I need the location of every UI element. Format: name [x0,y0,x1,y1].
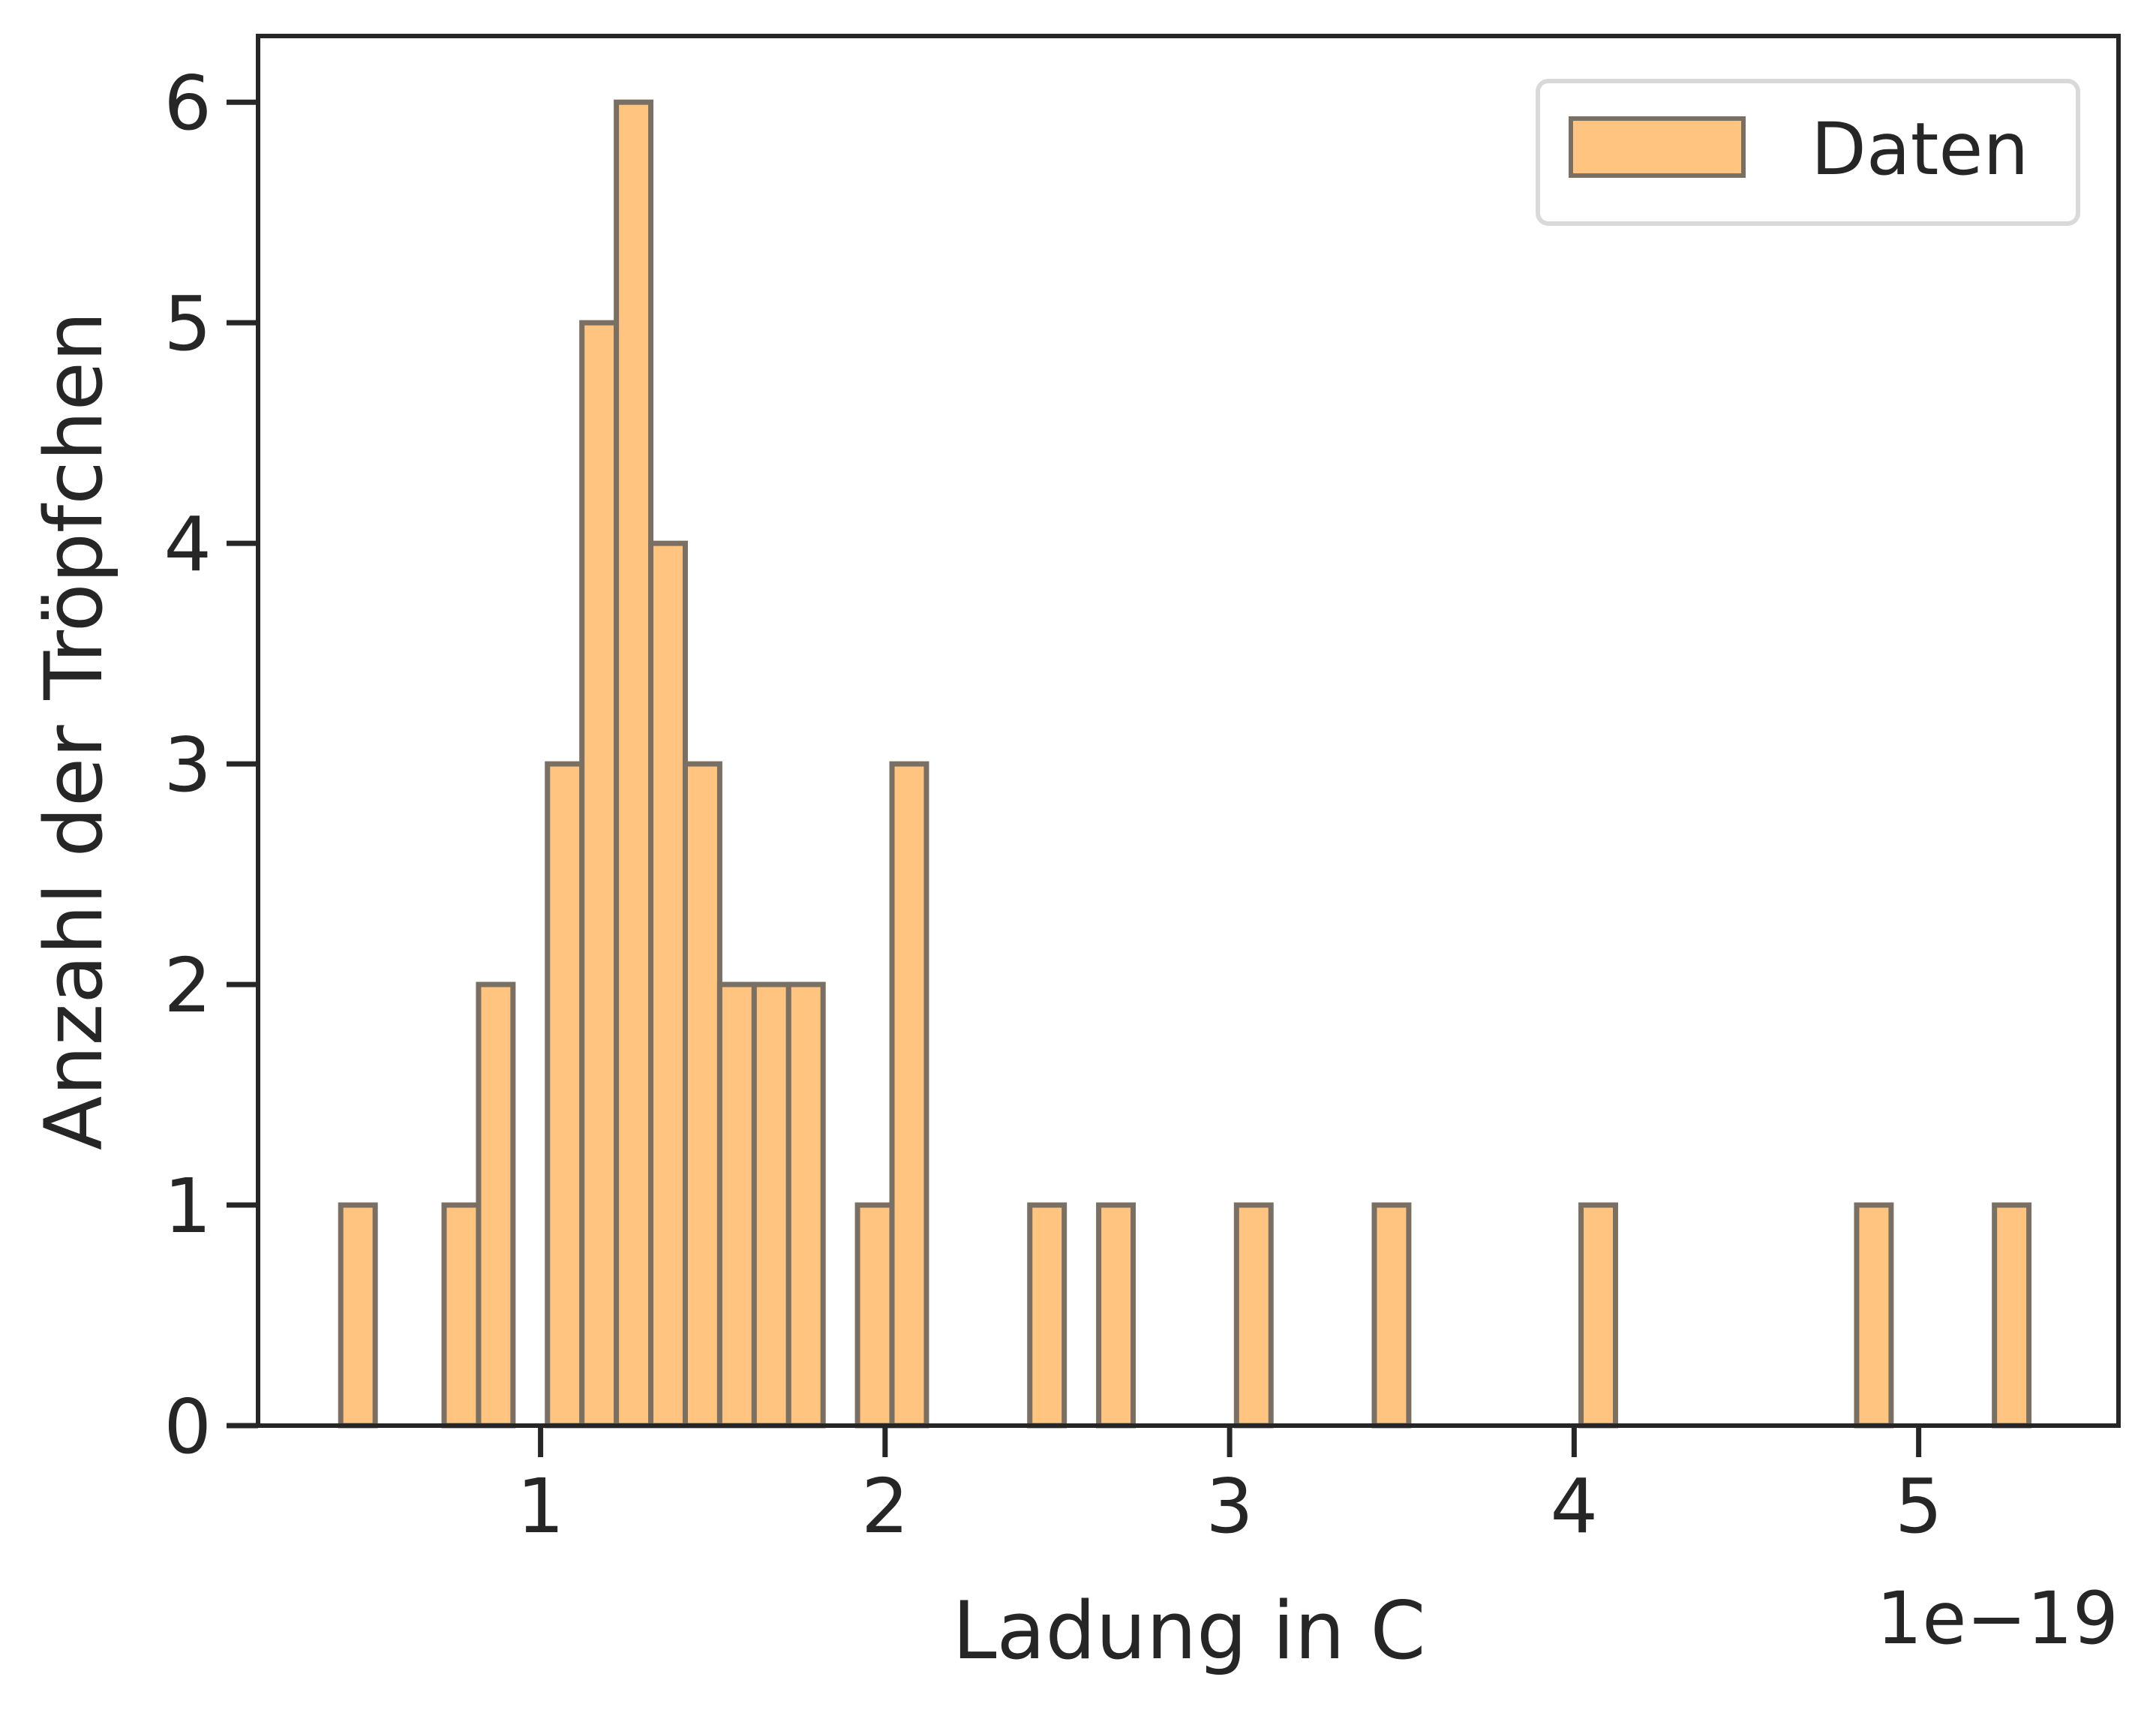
x-axis-label: Ladung in C [953,1585,1426,1677]
x-axis-offset-label: 1e−19 [1876,1576,2118,1660]
histogram-bar [1096,1202,1137,1429]
histogram-bar [716,981,757,1429]
y-tick-label: 4 [164,500,212,588]
histogram-bar [1578,1202,1618,1429]
histogram-bar [1371,1202,1412,1429]
y-tick-label: 3 [164,721,212,809]
legend-entry-daten: Daten [1811,107,2028,191]
x-tick-label: 5 [1895,1462,1943,1550]
legend-swatch [1569,116,1746,178]
x-tick-label: 3 [1206,1462,1254,1550]
legend: Daten [1536,79,2080,226]
x-tick-label: 4 [1551,1462,1599,1550]
y-tick-label: 5 [164,280,212,368]
histogram-bar [614,99,654,1429]
y-tick-label: 1 [164,1162,212,1250]
y-axis-label: Anzahl der Tröpfchen [28,311,120,1150]
y-tick-label: 0 [164,1383,212,1471]
histogram-bar [751,981,791,1429]
y-axis-ticks: 0 1 2 3 4 5 6 [164,59,258,1471]
histogram-bar [441,1202,482,1429]
histogram-bar [476,981,516,1429]
histogram-bar [1233,1202,1274,1429]
bars-group [338,99,2032,1429]
y-tick-label: 2 [164,942,212,1029]
histogram-bar [682,761,722,1429]
plot-frame [256,34,2121,1428]
histogram-bar [338,1202,378,1429]
x-tick-label: 1 [517,1462,565,1550]
histogram-bar [579,320,620,1429]
histogram-bar [1854,1202,1894,1429]
x-tick-label: 2 [861,1462,909,1550]
histogram-bar [545,761,585,1429]
histogram-bar [1992,1202,2032,1429]
histogram-bar [1027,1202,1067,1429]
x-axis-ticks: 1 2 3 4 5 [517,1426,1943,1550]
histogram-bar [785,981,826,1429]
histogram-bar [889,761,929,1429]
histogram-bar [854,1202,895,1429]
histogram-bar [648,540,688,1429]
y-tick-label: 6 [164,59,212,147]
